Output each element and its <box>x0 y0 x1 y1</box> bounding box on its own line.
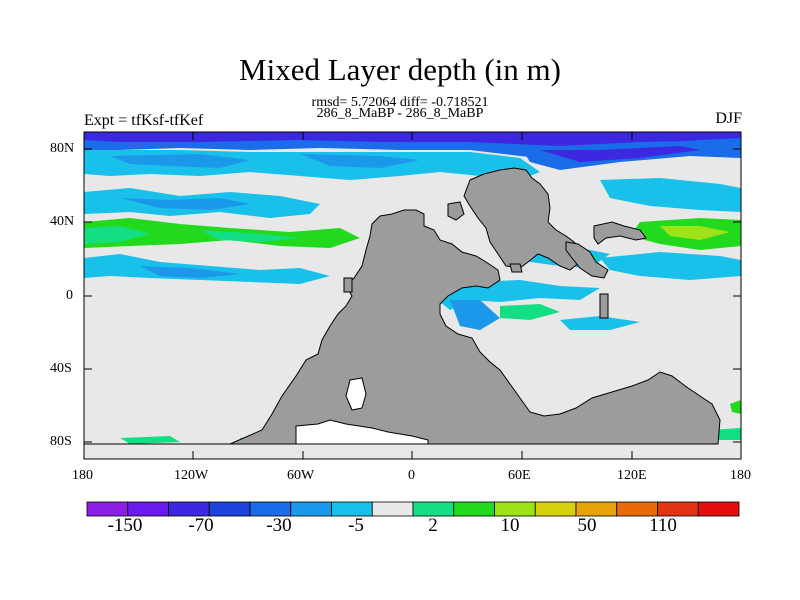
colorbar-swatch <box>331 501 373 517</box>
map-title: Mixed Layer depth (in m) <box>239 52 561 87</box>
colorbar-swatch <box>575 501 618 517</box>
lon-tick-label: 60W <box>287 468 315 483</box>
colorbar-swatch <box>168 501 210 517</box>
lon-tick-label: 180 <box>730 468 751 483</box>
lat-tick-label: 40S <box>50 361 72 376</box>
season-label: DJF <box>715 110 742 127</box>
lon-tick-marks <box>83 132 742 459</box>
colorbar-swatch <box>616 501 658 517</box>
lat-tick-label: 0 <box>66 288 73 303</box>
lon-tick-label: 120E <box>617 468 647 483</box>
rmsd-diff-line: rmsd= 5.72064 diff= -0.718521 <box>311 95 489 110</box>
colorbar <box>86 501 740 517</box>
colorbar-label: 10 <box>500 515 520 536</box>
difference-field <box>84 132 741 444</box>
experiment-subtitle: 286_8_MaBP - 286_8_MaBP <box>316 106 484 121</box>
lon-tick-label: 60E <box>508 468 531 483</box>
lon-tick-label: 0 <box>408 468 415 483</box>
colorbar-swatch <box>453 501 495 517</box>
colorbar-label: 2 <box>428 515 438 536</box>
lat-tick-marks <box>84 148 741 443</box>
lat-tick-label: 80N <box>50 141 75 156</box>
colorbar-swatch <box>208 501 251 517</box>
land-masses <box>83 167 721 459</box>
colorbar-swatch <box>86 501 129 517</box>
colorbar-label: 110 <box>649 515 677 536</box>
colorbar-swatch <box>249 501 292 517</box>
colorbar-label: -5 <box>348 515 364 536</box>
colorbar-swatch <box>371 501 414 517</box>
colorbar-swatch <box>657 501 699 517</box>
colorbar-label: -150 <box>107 515 143 536</box>
colorbar-swatch <box>290 501 332 517</box>
colorbar-label: 50 <box>577 515 597 536</box>
lat-tick-label: 40N <box>50 214 75 229</box>
colorbar-swatch <box>534 501 577 517</box>
lat-tick-label: 80S <box>50 434 72 449</box>
colorbar-swatch <box>697 501 740 517</box>
colorbar-label: -70 <box>188 515 214 536</box>
lon-tick-label: 120W <box>174 468 209 483</box>
southern-gaps <box>295 377 429 445</box>
experiment-label: Expt = tfKsf-tfKef <box>84 112 204 129</box>
colorbar-swatch <box>494 501 536 517</box>
colorbar-swatch <box>127 501 169 517</box>
lon-tick-label: 180 <box>72 468 93 483</box>
colorbar-label: -30 <box>266 515 292 536</box>
colorbar-swatch <box>412 501 455 517</box>
